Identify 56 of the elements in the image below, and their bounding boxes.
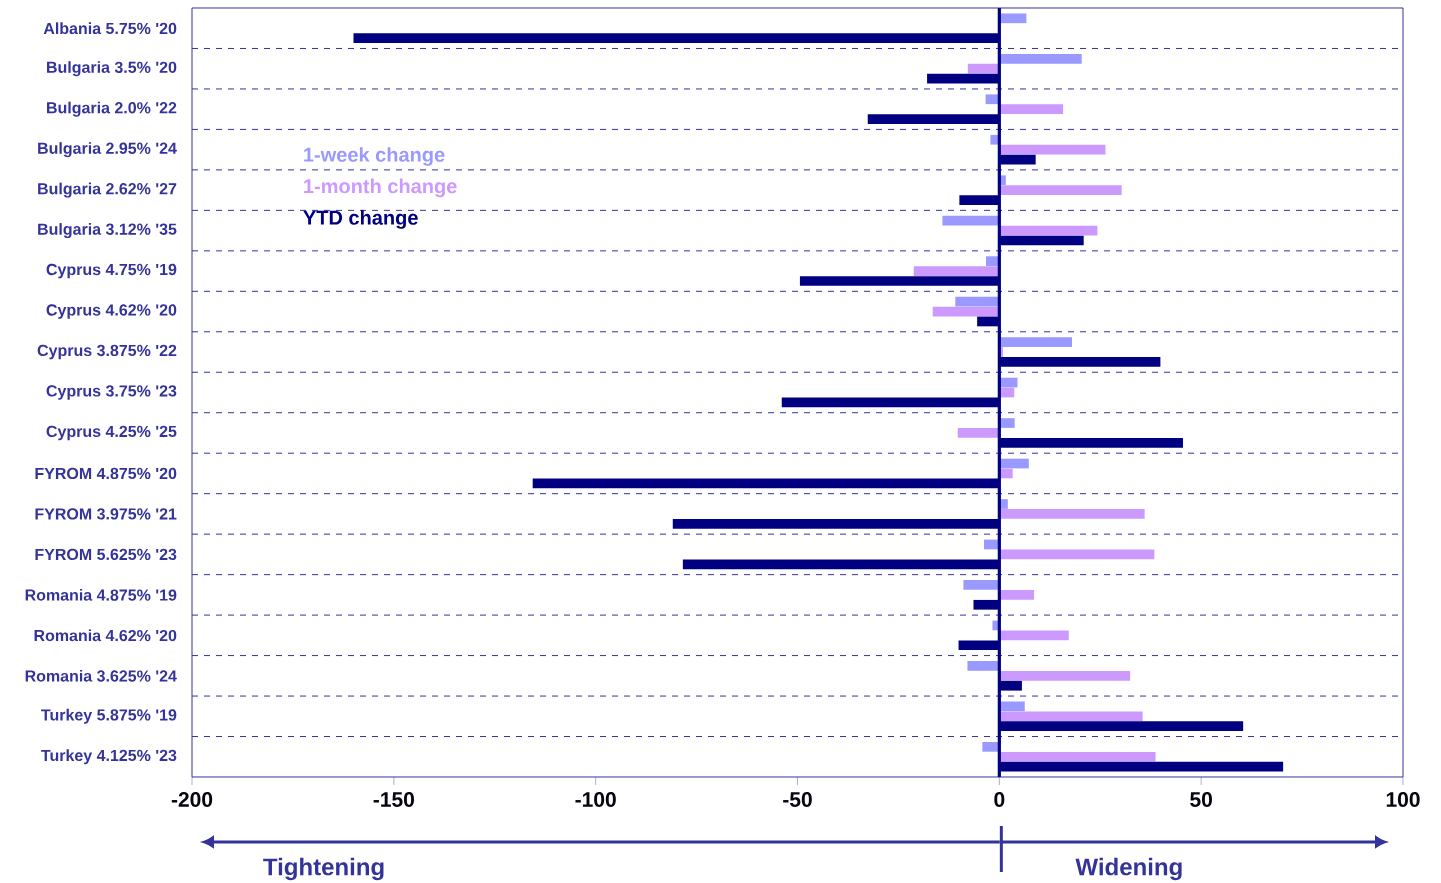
y-tick-label: FYROM 3.975% '21 (35, 508, 177, 520)
text: Tightening (263, 857, 384, 881)
bar (967, 661, 1000, 671)
text: Widening (1075, 857, 1182, 881)
y-tick-label: Turkey 4.125% '23 (41, 749, 177, 765)
y-tick-label: Cyprus 4.62% '20 (46, 304, 177, 319)
y-tick-label: Bulgaria 3.5% '20 (47, 61, 177, 77)
y-tick-label: Romania 4.875% '19 (25, 588, 177, 601)
bar (913, 266, 1000, 276)
y-tick-label: Bulgaria 2.62% '27 (38, 182, 177, 198)
x-tick-label: 0 (994, 792, 1005, 807)
bar (957, 428, 1000, 438)
bar (999, 670, 1131, 681)
y-tick-label: FYROM 4.875% '20 (35, 467, 177, 480)
bar (986, 256, 1000, 267)
bar (942, 215, 1000, 226)
x-tick-label: 100 (1386, 792, 1420, 807)
bar (999, 144, 1106, 155)
bar (999, 509, 1145, 519)
bar (999, 711, 1143, 722)
y-tick-label: Bulgaria 2.95% '24 (38, 142, 177, 158)
bar (999, 53, 1082, 64)
y-tick-label: Romania 3.625% '24 (25, 669, 177, 682)
y-tick-label: Cyprus 4.25% '25 (46, 425, 177, 441)
bar (999, 549, 1155, 560)
bar (932, 306, 1000, 317)
y-tick-label: Cyprus 3.875% '22 (37, 344, 177, 360)
bar (982, 741, 1000, 752)
bar (955, 296, 1000, 307)
text: YTD change (303, 210, 418, 229)
x-tick-label: -150 (373, 792, 414, 807)
bar (963, 580, 1000, 590)
bar (999, 590, 1035, 600)
bar (999, 225, 1098, 236)
y-tick-label: Bulgaria 3.12% '35 (38, 223, 177, 239)
x-tick-label: 50 (1190, 792, 1212, 807)
y-tick-label: Albania 5.75% '20 (43, 22, 177, 35)
text: 1-week change (304, 147, 445, 166)
y-tick-label: Bulgaria 2.0% '22 (47, 101, 177, 117)
bar (999, 13, 1027, 24)
y-tick-label: Romania 4.62% '20 (34, 629, 177, 642)
y-tick-label: Cyprus 4.75% '19 (46, 263, 177, 279)
x-tick-label: -100 (575, 792, 616, 807)
bar (999, 185, 1122, 195)
bar (999, 337, 1072, 347)
y-tick-label: Cyprus 3.75% '23 (46, 385, 177, 400)
y-tick-label: Turkey 5.875% '19 (41, 708, 177, 724)
bar (999, 751, 1156, 762)
bar (967, 63, 1000, 74)
y-tick-label: FYROM 5.625% '23 (35, 548, 177, 561)
text: 1-month change (304, 178, 457, 198)
bar (985, 94, 1000, 105)
bar (999, 104, 1064, 115)
x-tick-label: -200 (171, 792, 213, 807)
x-tick-label: -50 (783, 792, 812, 807)
bar (999, 630, 1069, 641)
